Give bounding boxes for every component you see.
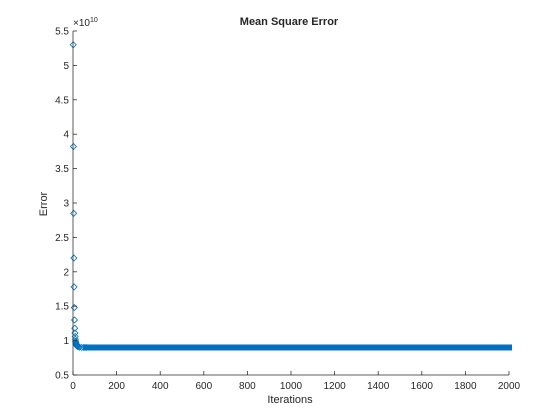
axes: 0 200 400 600 800 1000 1200 1400 1600 1800 2000 0.5… — [55, 27, 520, 393]
x-tick-label: 1000 — [280, 381, 303, 392]
data-point — [69, 143, 78, 151]
data-point — [82, 343, 90, 352]
x-tick-label: 600 — [195, 381, 212, 392]
x-tick-label: 1800 — [454, 381, 477, 392]
x-tick-label: 1400 — [367, 381, 390, 392]
x-tick-label: 1200 — [323, 381, 346, 392]
y-axis-label: Error — [38, 191, 50, 216]
data-point — [75, 343, 84, 351]
y-tick-label: 5 — [63, 61, 69, 72]
y-tick-label: 2 — [63, 267, 69, 278]
y-tick-label: 3.5 — [55, 164, 69, 175]
data-point — [72, 339, 80, 347]
y-tick-label: 2.5 — [55, 233, 69, 244]
data-point — [70, 209, 78, 217]
x-tick-label: 0 — [70, 381, 76, 392]
data-point — [70, 316, 79, 324]
data-point — [70, 304, 78, 312]
y-tick-label: 3 — [63, 199, 69, 210]
y-tick-label: 1 — [63, 336, 69, 347]
plateau-marker-band — [83, 344, 512, 351]
data-point — [80, 343, 88, 352]
x-axis-label: Iterations — [267, 394, 313, 406]
y-axis-exponent-power: 10 — [90, 17, 98, 24]
x-tick-label: 400 — [152, 381, 169, 392]
y-tick-label: 0.5 — [55, 371, 69, 382]
y-axis-exponent-base: ×10 — [73, 18, 90, 29]
chart-title: Mean Square Error — [240, 16, 339, 28]
data-point — [70, 283, 78, 291]
y-tick-label: 4 — [63, 130, 69, 141]
x-tick-label: 1600 — [411, 381, 434, 392]
y-tick-label: 5.5 — [55, 27, 69, 38]
data-point — [70, 254, 78, 262]
y-axis-exponent: ×1010 — [73, 17, 98, 29]
plot-area — [69, 41, 512, 352]
y-tick-label: 1.5 — [55, 302, 69, 313]
y-tick-label: 4.5 — [55, 95, 69, 106]
x-tick-label: 800 — [239, 381, 256, 392]
x-tick-label: 2000 — [498, 381, 521, 392]
data-point — [73, 342, 81, 351]
x-tick-label: 200 — [108, 381, 125, 392]
